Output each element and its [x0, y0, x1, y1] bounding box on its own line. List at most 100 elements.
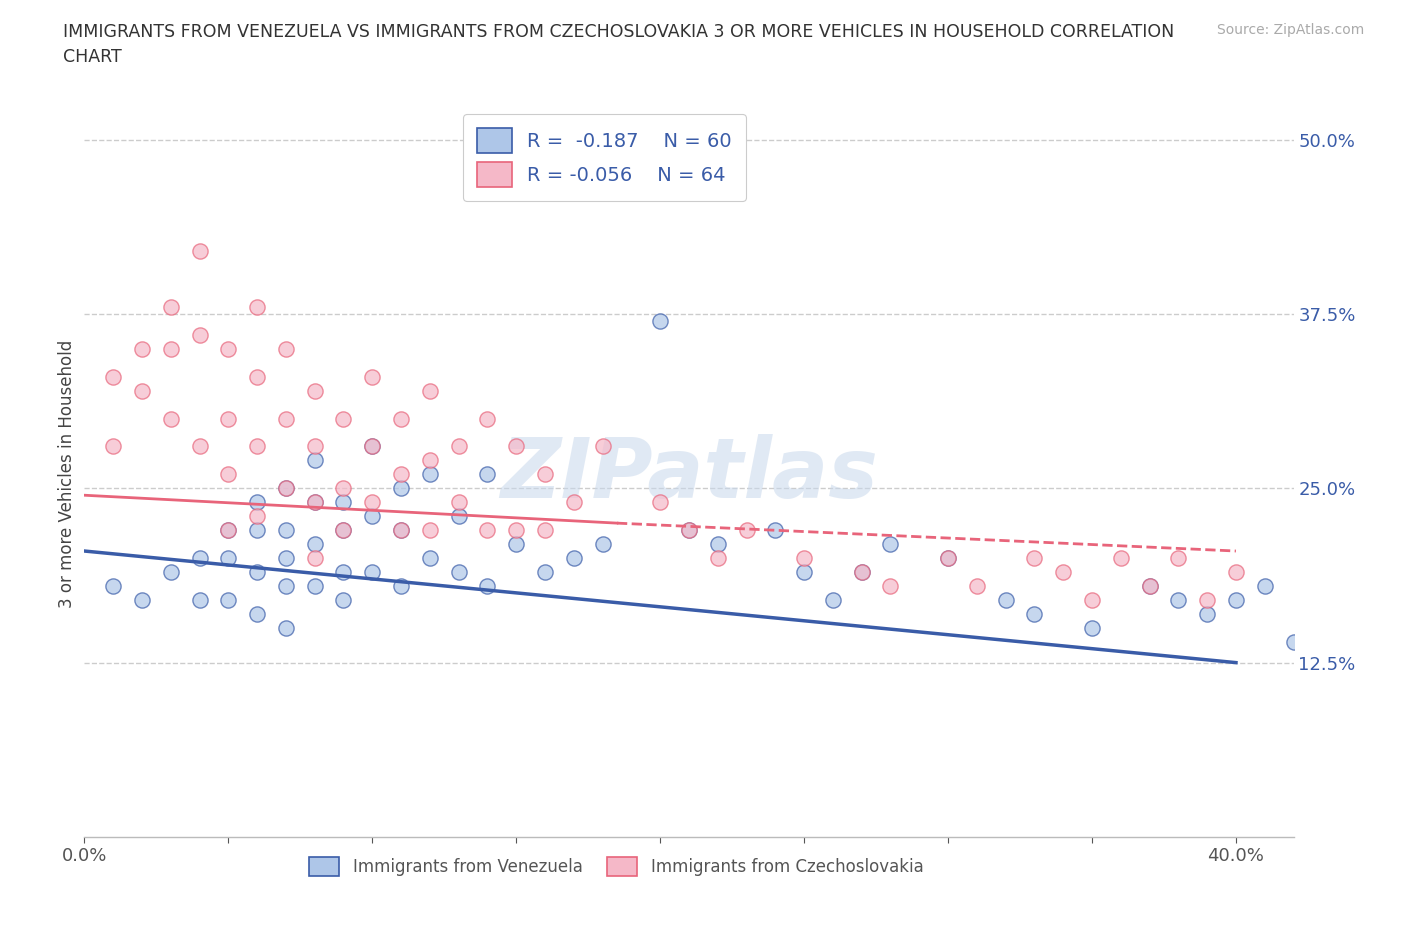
Point — [188, 592, 211, 607]
Point — [562, 495, 585, 510]
Point — [274, 341, 297, 356]
Point — [332, 592, 354, 607]
Point — [159, 565, 181, 579]
Point — [1081, 592, 1104, 607]
Text: ZIPatlas: ZIPatlas — [501, 433, 877, 515]
Point — [246, 369, 269, 384]
Point — [217, 411, 239, 426]
Point — [389, 523, 412, 538]
Point — [735, 523, 758, 538]
Point — [217, 467, 239, 482]
Point — [793, 565, 815, 579]
Point — [361, 495, 384, 510]
Y-axis label: 3 or more Vehicles in Household: 3 or more Vehicles in Household — [58, 340, 76, 608]
Point — [304, 551, 326, 565]
Point — [879, 578, 901, 593]
Point — [592, 537, 614, 551]
Point — [304, 383, 326, 398]
Point — [763, 523, 786, 538]
Point — [159, 299, 181, 314]
Point — [188, 551, 211, 565]
Point — [274, 411, 297, 426]
Point — [477, 467, 499, 482]
Point — [332, 523, 354, 538]
Point — [389, 578, 412, 593]
Point — [217, 592, 239, 607]
Point — [361, 439, 384, 454]
Point — [274, 620, 297, 635]
Point — [304, 453, 326, 468]
Point — [131, 383, 153, 398]
Point — [101, 369, 124, 384]
Point — [477, 411, 499, 426]
Point — [419, 453, 441, 468]
Point — [419, 523, 441, 538]
Point — [851, 565, 873, 579]
Point — [246, 509, 269, 524]
Point — [217, 523, 239, 538]
Point — [1109, 551, 1132, 565]
Point — [505, 439, 527, 454]
Point — [505, 523, 527, 538]
Point — [217, 523, 239, 538]
Point — [1139, 578, 1161, 593]
Point — [274, 578, 297, 593]
Point — [361, 509, 384, 524]
Point — [274, 551, 297, 565]
Point — [650, 495, 672, 510]
Point — [304, 439, 326, 454]
Point — [447, 439, 470, 454]
Point — [419, 467, 441, 482]
Point — [389, 467, 412, 482]
Point — [447, 509, 470, 524]
Point — [936, 551, 959, 565]
Point — [304, 578, 326, 593]
Point — [534, 565, 557, 579]
Point — [131, 592, 153, 607]
Point — [650, 313, 672, 328]
Point — [188, 327, 211, 342]
Point — [246, 495, 269, 510]
Point — [706, 537, 728, 551]
Point — [994, 592, 1017, 607]
Point — [1225, 565, 1247, 579]
Point — [304, 495, 326, 510]
Point — [361, 439, 384, 454]
Point — [477, 523, 499, 538]
Point — [246, 523, 269, 538]
Point — [821, 592, 844, 607]
Point — [246, 606, 269, 621]
Point — [332, 495, 354, 510]
Point — [447, 565, 470, 579]
Point — [1139, 578, 1161, 593]
Point — [217, 341, 239, 356]
Point — [1167, 551, 1189, 565]
Point — [706, 551, 728, 565]
Point — [131, 341, 153, 356]
Point — [274, 481, 297, 496]
Point — [534, 467, 557, 482]
Point — [1310, 648, 1333, 663]
Legend: Immigrants from Venezuela, Immigrants from Czechoslovakia: Immigrants from Venezuela, Immigrants fr… — [302, 851, 931, 884]
Point — [1197, 606, 1219, 621]
Point — [188, 244, 211, 259]
Point — [389, 411, 412, 426]
Point — [332, 565, 354, 579]
Point — [592, 439, 614, 454]
Point — [246, 439, 269, 454]
Point — [1081, 620, 1104, 635]
Point — [1197, 592, 1219, 607]
Point — [447, 495, 470, 510]
Point — [332, 481, 354, 496]
Point — [332, 523, 354, 538]
Point — [246, 565, 269, 579]
Point — [678, 523, 700, 538]
Point — [678, 523, 700, 538]
Point — [1225, 592, 1247, 607]
Point — [1024, 551, 1046, 565]
Point — [851, 565, 873, 579]
Point — [1024, 606, 1046, 621]
Point — [159, 341, 181, 356]
Point — [389, 523, 412, 538]
Point — [966, 578, 988, 593]
